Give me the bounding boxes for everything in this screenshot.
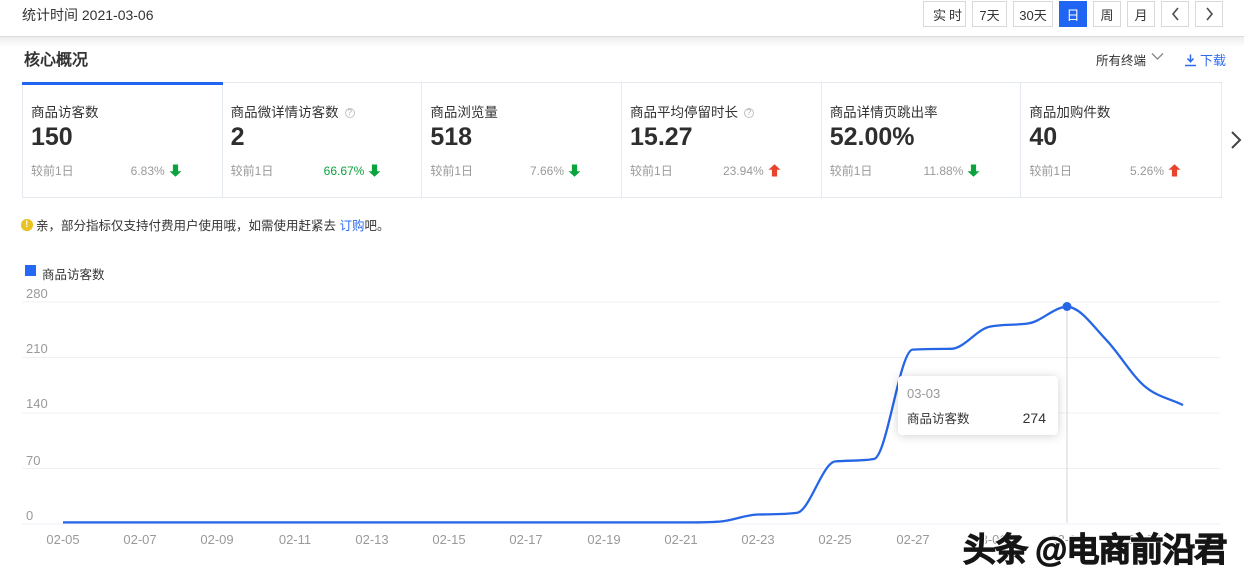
svg-text:140: 140	[26, 396, 48, 411]
svg-text:02-17: 02-17	[509, 532, 542, 547]
svg-text:02-13: 02-13	[355, 532, 388, 547]
svg-text:02-21: 02-21	[664, 532, 697, 547]
svg-text:02-25: 02-25	[818, 532, 851, 547]
svg-text:02-23: 02-23	[741, 532, 774, 547]
svg-text:210: 210	[26, 341, 48, 356]
svg-text:02-19: 02-19	[587, 532, 620, 547]
svg-text:02-11: 02-11	[279, 532, 311, 547]
svg-text:03-03: 03-03	[1050, 532, 1083, 547]
svg-text:02-07: 02-07	[123, 532, 156, 547]
svg-text:02-27: 02-27	[896, 532, 929, 547]
svg-text:70: 70	[26, 453, 40, 468]
svg-text:0: 0	[26, 508, 33, 523]
svg-text:02-09: 02-09	[200, 532, 233, 547]
svg-text:02-05: 02-05	[46, 532, 79, 547]
svg-text:03-05: 03-05	[1127, 532, 1160, 547]
svg-text:02-15: 02-15	[432, 532, 465, 547]
svg-text:280: 280	[26, 286, 48, 301]
svg-text:03-01: 03-01	[973, 532, 1006, 547]
